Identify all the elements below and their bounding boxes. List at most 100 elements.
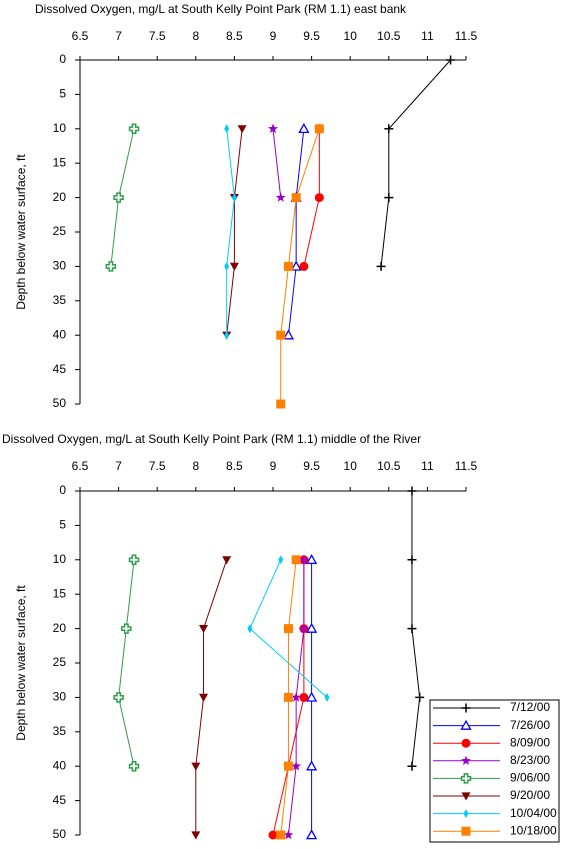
marker xyxy=(231,193,237,203)
series-line xyxy=(380,59,451,267)
marker xyxy=(460,719,472,730)
marker xyxy=(291,193,301,203)
marker xyxy=(291,555,301,565)
y-tick-label: 30 xyxy=(53,690,67,704)
marker xyxy=(461,792,471,801)
marker xyxy=(376,261,386,271)
x-tick-label: 9 xyxy=(270,459,277,473)
marker xyxy=(407,624,417,634)
marker xyxy=(191,831,201,840)
marker xyxy=(291,692,302,702)
legend-label: 8/09/00 xyxy=(510,735,550,749)
marker xyxy=(237,125,247,134)
marker xyxy=(224,261,230,271)
marker xyxy=(283,829,294,840)
marker xyxy=(283,624,293,634)
legend-label: 9/20/00 xyxy=(510,788,550,802)
y-tick-label: 50 xyxy=(53,827,67,841)
marker xyxy=(275,192,286,202)
series-line xyxy=(272,128,282,198)
y-tick-label: 20 xyxy=(53,621,67,635)
series-line xyxy=(226,128,235,336)
chart-title: Dissolved Oxygen, mg/L at South Kelly Po… xyxy=(2,432,421,446)
marker xyxy=(407,555,417,565)
marker xyxy=(276,330,286,340)
x-tick-label: 10 xyxy=(344,459,358,473)
legend-label: 7/26/00 xyxy=(510,718,550,732)
marker xyxy=(298,122,310,134)
chart-title: Dissolved Oxygen, mg/L at South Kelly Po… xyxy=(35,2,407,16)
x-tick-label: 8 xyxy=(192,459,199,473)
x-tick-label: 10 xyxy=(344,29,358,43)
marker xyxy=(105,261,117,272)
marker xyxy=(299,261,309,271)
y-tick-label: 0 xyxy=(59,483,66,497)
series-line xyxy=(287,128,305,336)
y-tick-label: 40 xyxy=(53,758,67,772)
marker xyxy=(222,556,232,565)
marker xyxy=(305,829,318,840)
marker xyxy=(128,123,140,135)
legend-label: 7/12/00 xyxy=(510,700,550,714)
y-tick-label: 5 xyxy=(59,87,66,101)
marker xyxy=(305,691,318,702)
marker xyxy=(278,555,284,565)
x-tick-label: 8 xyxy=(192,29,199,43)
marker xyxy=(113,692,124,703)
marker xyxy=(407,486,417,496)
y-axis-label: Depth below water surface, ft xyxy=(14,585,28,741)
marker xyxy=(298,623,309,633)
marker xyxy=(446,55,456,65)
marker xyxy=(268,123,278,134)
marker xyxy=(199,693,209,702)
marker xyxy=(224,124,230,134)
marker xyxy=(384,124,394,134)
marker xyxy=(461,826,471,836)
marker xyxy=(324,692,330,702)
marker xyxy=(229,262,239,271)
y-tick-label: 45 xyxy=(53,793,67,807)
x-tick-label: 10.5 xyxy=(377,459,401,473)
y-axis-label: Depth below water surface, ft xyxy=(14,154,28,310)
marker xyxy=(282,329,295,340)
y-tick-label: 5 xyxy=(59,518,66,532)
marker xyxy=(299,692,309,702)
series-line xyxy=(118,559,135,767)
marker xyxy=(305,622,318,633)
marker xyxy=(461,738,471,748)
x-tick-label: 6.5 xyxy=(72,459,89,473)
x-tick-label: 9.5 xyxy=(303,459,320,473)
x-tick-label: 11 xyxy=(421,29,434,43)
series-line xyxy=(226,128,243,336)
x-tick-label: 8.5 xyxy=(226,29,243,43)
x-tick-label: 9.5 xyxy=(303,29,320,43)
y-tick-label: 20 xyxy=(53,190,67,204)
y-tick-label: 25 xyxy=(53,224,67,238)
marker xyxy=(276,830,286,840)
y-tick-label: 25 xyxy=(53,655,67,669)
y-tick-label: 35 xyxy=(53,293,67,307)
marker xyxy=(113,192,124,203)
x-tick-label: 8.5 xyxy=(226,459,243,473)
legend-label: 10/18/00 xyxy=(510,823,557,837)
y-tick-label: 10 xyxy=(53,552,67,566)
marker xyxy=(247,624,253,634)
y-tick-label: 15 xyxy=(53,586,67,600)
x-tick-label: 7 xyxy=(115,29,122,43)
marker xyxy=(128,760,140,772)
legend-box xyxy=(429,699,560,843)
y-tick-label: 30 xyxy=(53,259,67,273)
legend-label: 9/06/00 xyxy=(510,771,550,785)
y-tick-label: 40 xyxy=(53,327,67,341)
marker xyxy=(314,193,324,203)
marker xyxy=(460,773,472,784)
x-tick-label: 10.5 xyxy=(377,29,401,43)
series-line xyxy=(195,559,228,835)
marker xyxy=(268,830,278,840)
marker xyxy=(283,692,293,702)
legend-label: 8/23/00 xyxy=(510,753,550,767)
y-tick-label: 0 xyxy=(59,52,66,66)
x-tick-label: 6.5 xyxy=(72,29,89,43)
legend-label: 10/04/00 xyxy=(510,806,557,820)
